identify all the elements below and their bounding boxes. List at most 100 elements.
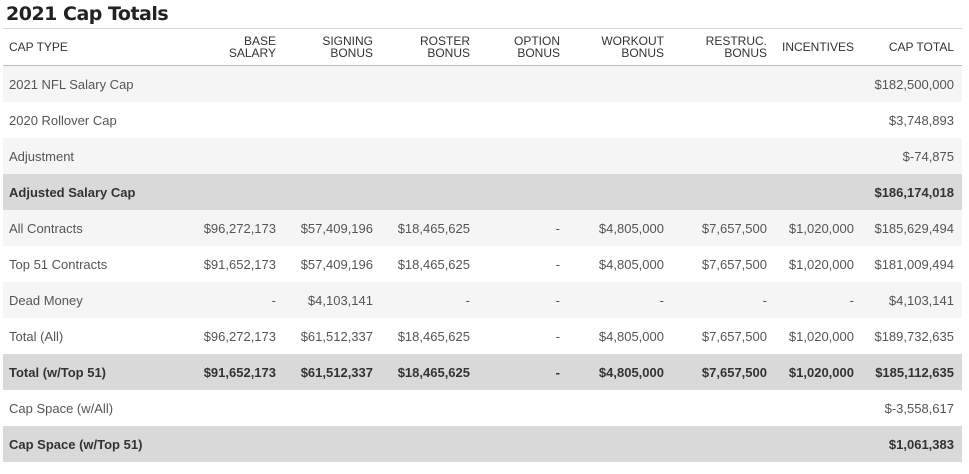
table-cell (284, 426, 381, 462)
table-row: Adjustment $-74,875 (3, 138, 962, 174)
row-label: Total (All) (3, 318, 185, 354)
table-cell: $4,805,000 (568, 318, 672, 354)
table-cell (568, 65, 672, 102)
table-cell: $7,657,500 (672, 318, 775, 354)
table-cell: $7,657,500 (672, 246, 775, 282)
table-cell (672, 174, 775, 210)
table-cell (478, 138, 568, 174)
table-cell: $185,629,494 (862, 210, 962, 246)
table-cell: $4,103,141 (862, 282, 962, 318)
table-cell: $4,103,141 (284, 282, 381, 318)
table-cell: $-3,558,617 (862, 390, 962, 426)
table-row: 2020 Rollover Cap $3,748,893 (3, 102, 962, 138)
table-cell (284, 174, 381, 210)
row-label: 2020 Rollover Cap (3, 102, 185, 138)
column-header-7[interactable]: RESTRUC. BONUS (672, 28, 775, 66)
row-label: Cap Space (w/All) (3, 390, 185, 426)
table-cell: - (478, 282, 568, 318)
table-cell: $57,409,196 (284, 246, 381, 282)
table-cell: $185,112,635 (862, 354, 962, 390)
table-cell (568, 426, 672, 462)
table-row: Total (w/Top 51) $91,652,173 $61,512,337 $1… (3, 354, 962, 390)
table-cell: $4,805,000 (568, 354, 672, 390)
column-header-6[interactable]: WORKOUT BONUS (568, 28, 672, 66)
table-cell (381, 138, 478, 174)
row-label: Adjusted Salary Cap (3, 174, 185, 210)
table-cell (284, 65, 381, 102)
table-cell (381, 102, 478, 138)
table-cell (185, 426, 284, 462)
column-header-1[interactable]: CAP TYPE (3, 28, 185, 66)
table-cell: $1,020,000 (775, 318, 862, 354)
table-cell (568, 174, 672, 210)
table-cell (185, 174, 284, 210)
table-cell (478, 390, 568, 426)
column-header-3[interactable]: SIGNING BONUS (284, 28, 381, 66)
table-cell (775, 65, 862, 102)
column-header-2[interactable]: BASE SALARY (185, 28, 284, 66)
table-cell (185, 65, 284, 102)
table-cell (284, 390, 381, 426)
table-cell (775, 102, 862, 138)
table-cell (478, 102, 568, 138)
table-row: Cap Space (w/All) $-3,558,617 (3, 390, 962, 426)
row-label: 2021 NFL Salary Cap (3, 65, 185, 102)
table-cell: $3,748,893 (862, 102, 962, 138)
table-cell (185, 390, 284, 426)
table-cell: $91,652,173 (185, 246, 284, 282)
table-cell (284, 138, 381, 174)
table-cell: $182,500,000 (862, 65, 962, 102)
table-cell: $18,465,625 (381, 210, 478, 246)
row-label: Cap Space (w/Top 51) (3, 426, 185, 462)
table-row: All Contracts $96,272,173 $57,409,196 $18,4… (3, 210, 962, 246)
table-cell: - (478, 210, 568, 246)
table-cell (381, 65, 478, 102)
table-cell: $4,805,000 (568, 210, 672, 246)
table-cell: - (478, 318, 568, 354)
table-cell (568, 102, 672, 138)
table-cell: $61,512,337 (284, 318, 381, 354)
section-title: 2021 Cap Totals (6, 3, 169, 25)
table-cell: - (185, 282, 284, 318)
table-cell: $1,020,000 (775, 210, 862, 246)
row-label: Total (w/Top 51) (3, 354, 185, 390)
table-header: CAP TYPE BASE SALARY SIGNING BONUS ROSTER BONU… (3, 28, 962, 66)
table-cell (568, 138, 672, 174)
table-body: 2021 NFL Salary Cap $182,500,000 2020 Roll… (3, 65, 962, 462)
table-cell: $57,409,196 (284, 210, 381, 246)
table-cell (381, 390, 478, 426)
table-cell (284, 102, 381, 138)
column-header-5[interactable]: OPTION BONUS (478, 28, 568, 66)
table-cell: - (672, 282, 775, 318)
table-cell (185, 102, 284, 138)
table-row: Top 51 Contracts $91,652,173 $57,409,196 $1… (3, 246, 962, 282)
table-cell: $91,652,173 (185, 354, 284, 390)
table-cell: - (381, 282, 478, 318)
table-cell: - (775, 282, 862, 318)
table-cell: $18,465,625 (381, 318, 478, 354)
row-label: Adjustment (3, 138, 185, 174)
cap-totals-table: CAP TYPE BASE SALARY SIGNING BONUS ROSTER BONU… (3, 28, 962, 462)
table-cell: $7,657,500 (672, 210, 775, 246)
column-header-8[interactable]: INCENTIVES (775, 28, 862, 66)
column-header-9[interactable]: CAP TOTAL (862, 28, 962, 66)
table-cell (775, 390, 862, 426)
table-row: Dead Money - $4,103,141- - - - - $4,103,141 (3, 282, 962, 318)
table-cell: $181,009,494 (862, 246, 962, 282)
table-cell (775, 174, 862, 210)
cap-totals-section: 2021 Cap Totals CAP TYPE BASE SALARY SIGNIN… (3, 3, 962, 462)
table-cell: - (478, 246, 568, 282)
table-cell (672, 390, 775, 426)
table-row: Adjusted Salary Cap $186,174,018 (3, 174, 962, 210)
table-cell: $18,465,625 (381, 354, 478, 390)
table-cell (478, 65, 568, 102)
table-cell (672, 426, 775, 462)
table-cell: - (478, 354, 568, 390)
table-cell (568, 390, 672, 426)
column-header-4[interactable]: ROSTER BONUS (381, 28, 478, 66)
table-cell: $4,805,000 (568, 246, 672, 282)
table-cell (672, 138, 775, 174)
table-cell: $96,272,173 (185, 210, 284, 246)
row-label: All Contracts (3, 210, 185, 246)
table-cell: $1,020,000 (775, 354, 862, 390)
